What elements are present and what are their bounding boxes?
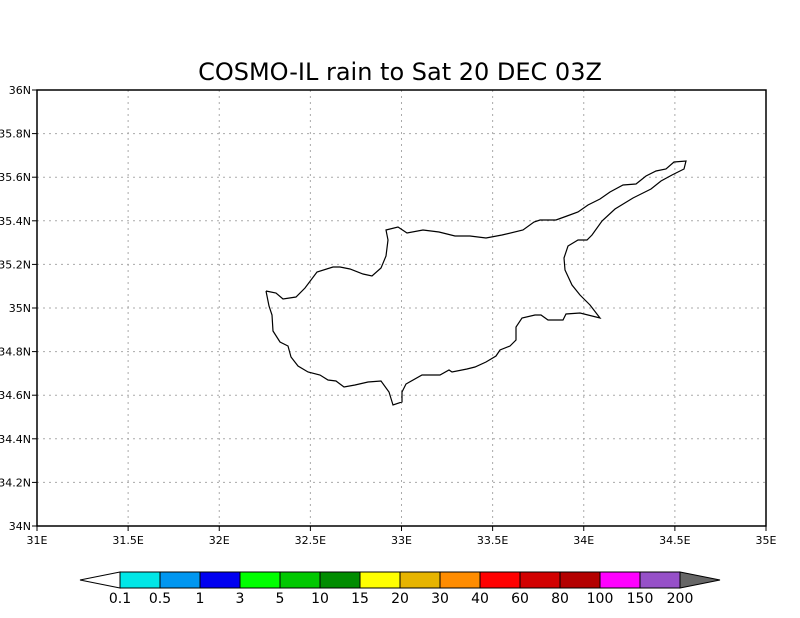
colorbar-swatch [639,571,681,589]
lon-tick-label: 33E [391,534,412,547]
colorbar-swatch [159,571,201,589]
lat-tick-label: 35.6N [0,171,31,184]
colorbar-below-triangle [79,571,121,589]
lon-tick-label: 32E [209,534,230,547]
lat-tick-label: 35N [9,302,31,315]
colorbar-label: 10 [311,591,329,607]
cyprus-coastline [265,160,687,406]
colorbar-swatch [279,571,321,589]
colorbar-label: 80 [551,591,569,607]
colorbar-label: 3 [236,591,245,607]
lat-tick-label: 36N [9,84,31,97]
colorbar-swatch [399,571,441,589]
colorbar-above-triangle [679,571,721,589]
map-title: COSMO-IL rain to Sat 20 DEC 03Z [198,58,602,86]
colorbar-label: 15 [351,591,369,607]
colorbar-swatch [559,571,601,589]
colorbar: 0.1 0.5 1 3 5 10 15 20 30 40 60 80 100 150 200 [79,571,721,607]
lat-tick-label: 34.6N [0,389,31,402]
lat-tick-label: 35.8N [0,128,31,141]
lon-tick-label: 35E [756,534,777,547]
lon-tick-label: 32.5E [295,534,326,547]
colorbar-swatch [479,571,521,589]
colorbar-label: 1 [196,591,205,607]
lat-tick-label: 34N [9,520,31,533]
colorbar-label: 20 [391,591,409,607]
lon-tick-label: 34E [573,534,594,547]
colorbar-label: 60 [511,591,529,607]
lon-tick-label: 31E [27,534,48,547]
lon-tick-label: 31.5E [112,534,143,547]
lat-tick-label: 34.2N [0,476,31,489]
lon-tick-label: 34.5E [659,534,690,547]
colorbar-swatch [359,571,401,589]
colorbar-label: 0.5 [149,591,171,607]
plot-frame [36,89,767,527]
colorbar-swatch [239,571,281,589]
lat-tick-label: 35.4N [0,215,31,228]
lat-tick-label: 34.8N [0,346,31,359]
colorbar-swatch [319,571,361,589]
colorbar-label: 40 [471,591,489,607]
colorbar-swatch [599,571,641,589]
colorbar-label: 150 [627,591,654,607]
colorbar-label: 100 [587,591,614,607]
lat-tick-label: 35.2N [0,258,31,271]
colorbar-label: 30 [431,591,449,607]
colorbar-swatch [439,571,481,589]
colorbar-swatch [119,571,161,589]
colorbar-swatch [199,571,241,589]
lat-tick-label: 34.4N [0,433,31,446]
colorbar-label: 5 [276,591,285,607]
colorbar-label: 0.1 [109,591,131,607]
grid-lines [36,89,767,527]
axis-ticks: 31E 31.5E 32E 32.5E 33E 33.5E 34E 34.5E 35E 34N 34… [0,84,777,547]
lon-tick-label: 33.5E [477,534,508,547]
colorbar-label: 200 [667,591,694,607]
colorbar-swatch [519,571,561,589]
